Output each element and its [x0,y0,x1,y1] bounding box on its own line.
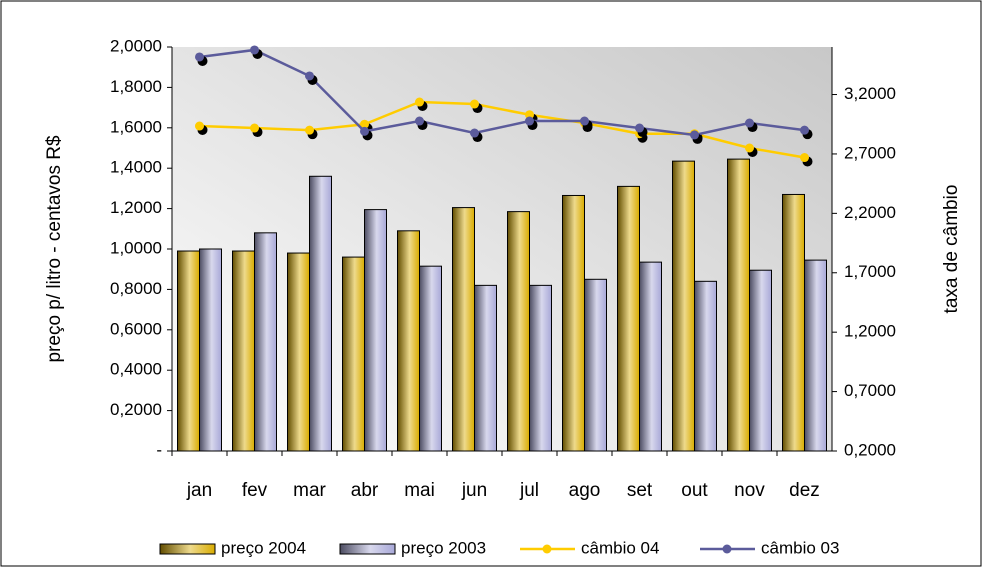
bar [397,230,420,452]
marker [195,121,204,131]
legend-marker [542,544,552,554]
y-tick-label: 1,0000 [110,238,162,257]
y-tick-label: 0,8000 [110,279,162,298]
y2-tick-label: 1,2000 [844,322,896,341]
x-tick-label: jul [519,480,539,501]
y2-tick-label: 0,7000 [844,381,896,400]
legend-marker [722,544,732,554]
y2-tick-label: 2,7000 [844,143,896,162]
marker [250,45,259,55]
bar [782,193,805,452]
y2-tick-label: 3,2000 [844,84,896,103]
bar [727,158,750,452]
bar [639,261,662,452]
y-tick-label: 1,4000 [110,158,162,177]
bar [672,160,695,452]
y2-tick-label: 1,7000 [844,262,896,281]
x-tick-label: abr [351,480,379,501]
y-tick-label: 1,2000 [110,198,162,217]
bar [364,209,387,452]
x-tick-label: mai [404,480,435,501]
marker [415,116,424,126]
marker [525,116,534,126]
y2-axis-title: taxa de câmbio [941,185,962,314]
x-tick-label: mar [293,480,326,501]
bar [529,284,552,452]
bar [199,248,222,452]
bar [617,185,640,452]
marker [305,125,314,135]
marker [690,130,699,140]
y-tick-label: - [156,440,162,459]
bar [804,259,827,452]
line [199,48,805,137]
line [199,100,805,159]
marker [195,52,204,62]
marker [305,71,314,81]
bar [342,256,365,452]
x-tick-label: jun [461,480,487,501]
legend-label: preço 2004 [221,538,306,557]
legend-label: preço 2003 [401,538,486,557]
marker [470,128,479,138]
marker [360,119,369,129]
bar [452,207,475,452]
marker [525,110,534,120]
y-axis-title: preço p/ litro - centavos R$ [44,135,65,362]
y2-tick-label: 0,2000 [844,440,896,459]
x-tick-label: fev [242,480,268,501]
bar [309,175,332,452]
plot-area [172,47,832,451]
legend-label: câmbio 03 [761,538,839,557]
marker [745,143,754,153]
marker [415,97,424,107]
bar [232,250,255,452]
x-tick-label: set [627,480,653,501]
marker [745,118,754,128]
marker [800,153,809,163]
y-tick-label: 0,2000 [110,400,162,419]
bar [177,250,200,452]
bar [419,265,442,452]
x-tick-label: dez [789,480,820,501]
y-tick-label: 0,4000 [110,360,162,379]
bar [474,284,497,452]
bar [749,269,772,452]
marker [250,123,259,133]
marker [800,125,809,135]
y2-tick-label: 2,2000 [844,203,896,222]
y-tick-label: 1,8000 [110,77,162,96]
marker [360,126,369,136]
x-tick-label: jan [186,480,212,501]
marker [470,99,479,109]
x-tick-label: out [681,480,708,501]
y-tick-label: 2,0000 [110,36,162,55]
legend-label: câmbio 04 [581,538,659,557]
legend-swatch [339,543,396,555]
bar [287,252,310,452]
bar [254,232,277,452]
bar [694,280,717,452]
marker [635,123,644,133]
legend-swatch [159,543,216,555]
bar [507,211,530,452]
y-tick-label: 1,6000 [110,117,162,136]
bar [584,278,607,452]
bar [562,194,585,452]
x-tick-label: ago [569,480,601,501]
x-tick-label: nov [734,480,765,501]
y-tick-label: 0,6000 [110,319,162,338]
marker [580,116,589,126]
